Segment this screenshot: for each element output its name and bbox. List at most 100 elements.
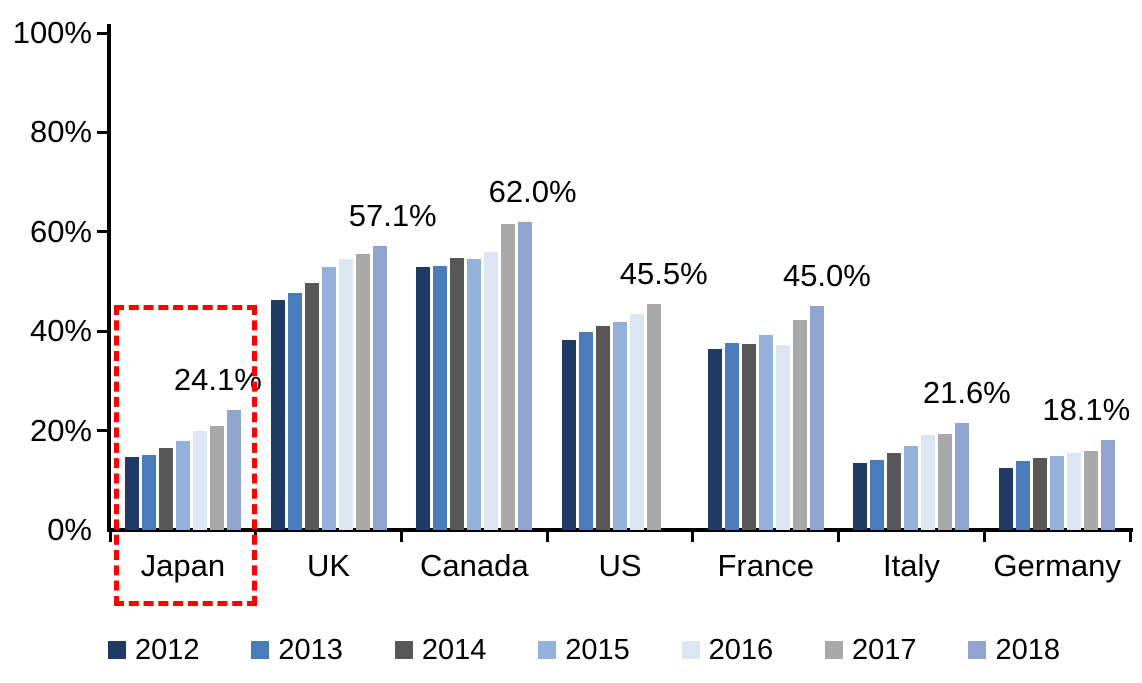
bar-uk-2016 (338, 259, 353, 530)
legend-swatch-2017 (825, 641, 844, 659)
legend-label: 2012 (135, 634, 200, 666)
bar-france-2017 (792, 319, 807, 530)
bar-italy-2016 (921, 435, 936, 530)
x-axis-tick (837, 528, 841, 542)
bar-group-germany (984, 440, 1130, 530)
y-axis-tick (97, 230, 110, 234)
bar-germany-2018 (1101, 440, 1116, 530)
x-axis-label-us: US (598, 548, 642, 583)
legend-label: 2014 (421, 634, 487, 666)
bar-group-us (547, 303, 693, 530)
bar-us-2012 (561, 340, 576, 530)
legend-item-2015: 2015 (538, 633, 630, 667)
x-axis-label-france: France (717, 548, 814, 583)
bar-japan-2018 (226, 410, 241, 530)
value-label-japan: 24.1% (173, 362, 262, 398)
x-axis-line (107, 528, 1133, 532)
value-label-uk: 57.1% (348, 198, 437, 234)
bar-japan-2014 (158, 447, 173, 530)
bar-italy-2017 (938, 434, 953, 530)
legend-swatch-2012 (108, 641, 126, 659)
legend-swatch-2018 (968, 641, 987, 659)
bar-canada-2013 (433, 265, 448, 530)
bar-france-2018 (809, 306, 824, 530)
legend-swatch-2015 (538, 641, 557, 659)
bar-us-2016 (629, 314, 644, 530)
bar-germany-2017 (1084, 450, 1099, 530)
y-axis-label: 20% (29, 412, 92, 448)
bar-canada-2016 (484, 251, 499, 530)
y-axis-tick (97, 130, 110, 134)
x-axis-label-uk: UK (307, 548, 351, 583)
y-axis-label: 0% (47, 512, 92, 547)
bar-us-2014 (595, 326, 610, 530)
bar-japan-2012 (124, 457, 139, 530)
x-axis-tick (399, 528, 403, 542)
legend-swatch-2013 (251, 641, 270, 659)
bar-group-uk (256, 246, 402, 530)
bar-germany-2012 (999, 468, 1014, 530)
legend-label: 2013 (278, 634, 343, 666)
legend-item-2014: 2014 (394, 633, 487, 667)
x-axis-tick (982, 528, 986, 542)
bar-japan-2013 (141, 455, 156, 530)
x-axis-tick (1128, 528, 1132, 542)
legend-item-2018: 2018 (968, 633, 1060, 667)
bar-italy-2018 (955, 422, 970, 530)
bar-germany-2016 (1067, 453, 1082, 530)
legend-item-2017: 2017 (825, 633, 917, 667)
bar-italy-2014 (887, 453, 902, 530)
bar-group-france (693, 306, 839, 530)
legend-label: 2018 (995, 634, 1060, 666)
legend-item-2013: 2013 (251, 633, 343, 667)
x-axis-tick (545, 528, 549, 542)
y-axis-label: 60% (29, 213, 92, 249)
y-axis-tick (97, 429, 110, 433)
legend-label: 2015 (565, 634, 630, 666)
legend-label: 2016 (708, 634, 774, 666)
value-label-italy: 21.6% (922, 374, 1011, 410)
bar-italy-2012 (853, 463, 868, 530)
legend: 2012 2013 2014 2015 2016 2017 2018 (108, 633, 1060, 667)
bar-canada-2015 (467, 259, 482, 530)
bar-france-2012 (707, 348, 722, 530)
bar-uk-2015 (321, 266, 336, 530)
bar-france-2015 (758, 335, 773, 530)
bar-japan-2016 (192, 430, 207, 530)
value-label-france: 45.0% (782, 258, 871, 294)
y-axis-label: 100% (12, 15, 92, 50)
bar-canada-2018 (518, 221, 533, 530)
bar-canada-2017 (501, 224, 516, 530)
bar-uk-2013 (287, 293, 302, 530)
x-axis-tick (691, 528, 695, 542)
value-label-germany: 18.1% (1042, 392, 1131, 428)
bar-group-canada (401, 221, 547, 530)
bar-group-japan (110, 410, 256, 530)
y-axis-line (107, 24, 111, 530)
bar-germany-2014 (1033, 458, 1048, 530)
value-label-us: 45.5% (619, 255, 708, 291)
bar-germany-2013 (1016, 461, 1031, 530)
bar-uk-2018 (372, 246, 387, 530)
bar-uk-2014 (304, 283, 319, 530)
legend-item-2016: 2016 (681, 633, 774, 667)
bar-uk-2017 (355, 253, 370, 530)
y-axis-label: 80% (29, 114, 92, 150)
bar-us-2017 (646, 303, 661, 530)
bar-germany-2015 (1050, 456, 1065, 530)
y-axis-tick (97, 329, 110, 333)
bar-uk-2012 (270, 299, 285, 530)
bar-japan-2017 (209, 425, 224, 530)
bar-canada-2014 (450, 258, 465, 530)
x-axis-label-japan: Japan (140, 548, 226, 583)
y-axis-label: 40% (29, 313, 92, 349)
legend-swatch-2014 (394, 641, 413, 659)
legend-swatch-2016 (681, 641, 700, 659)
bar-japan-2015 (175, 440, 190, 530)
bar-france-2014 (741, 343, 756, 530)
bar-group-italy (839, 422, 985, 530)
value-label-canada: 62.0% (488, 173, 577, 209)
bar-canada-2012 (416, 266, 431, 530)
x-axis-label-germany: Germany (993, 548, 1121, 583)
